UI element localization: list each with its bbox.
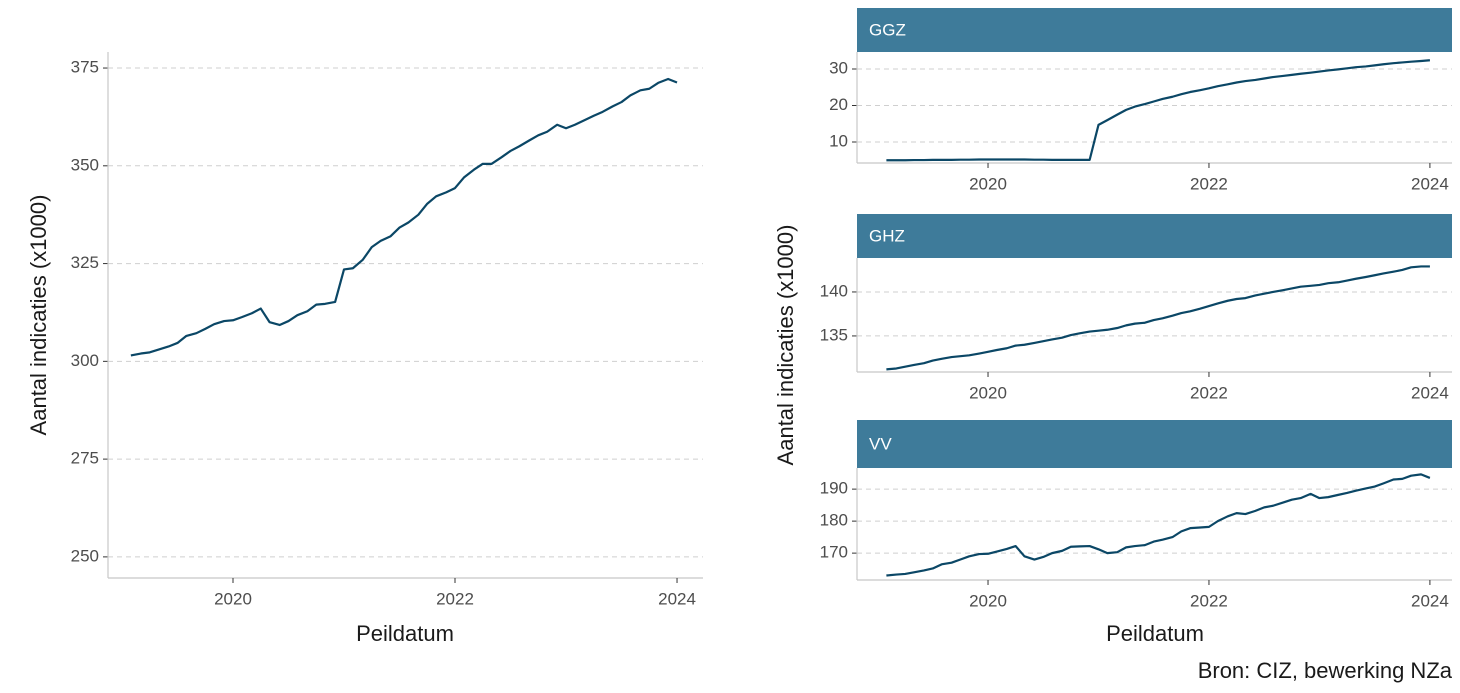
facet-title: GGZ bbox=[869, 20, 906, 39]
data-line bbox=[886, 473, 1431, 577]
x-tick-label: 2020 bbox=[969, 174, 1007, 193]
facet-title: GHZ bbox=[869, 226, 905, 245]
facet-strip bbox=[857, 214, 1452, 258]
y-tick-label: 135 bbox=[820, 325, 848, 344]
x-tick-label: 2022 bbox=[1190, 591, 1228, 610]
x-tick-label: 2024 bbox=[1411, 591, 1449, 610]
y-tick-label: 190 bbox=[820, 479, 848, 498]
y-tick-label: 140 bbox=[820, 281, 848, 300]
y-tick-label: 325 bbox=[71, 253, 99, 272]
y-tick-label: 350 bbox=[71, 155, 99, 174]
x-axis-title: Peildatum bbox=[1106, 621, 1204, 646]
y-tick-label: 250 bbox=[71, 546, 99, 565]
x-tick-label: 2020 bbox=[214, 589, 252, 608]
x-tick-label: 2024 bbox=[1411, 174, 1449, 193]
x-tick-label: 2022 bbox=[436, 589, 474, 608]
y-tick-label: 275 bbox=[71, 449, 99, 468]
x-tick-label: 2024 bbox=[658, 589, 696, 608]
y-axis-title: Aantal indicaties (x1000) bbox=[773, 225, 798, 466]
facet-strip bbox=[857, 420, 1452, 468]
caption: Bron: CIZ, bewerking NZa bbox=[1198, 658, 1453, 683]
facet-title: VV bbox=[869, 434, 892, 453]
x-tick-label: 2022 bbox=[1190, 174, 1228, 193]
data-line bbox=[886, 265, 1430, 371]
x-axis-title: Peildatum bbox=[356, 621, 454, 646]
y-tick-label: 30 bbox=[829, 58, 848, 77]
y-tick-label: 20 bbox=[829, 95, 848, 114]
facet-strip bbox=[857, 8, 1452, 52]
y-tick-label: 180 bbox=[820, 511, 848, 530]
x-tick-label: 2024 bbox=[1411, 383, 1449, 402]
y-tick-label: 300 bbox=[71, 351, 99, 370]
data-line bbox=[886, 59, 1431, 162]
y-tick-label: 375 bbox=[71, 58, 99, 77]
y-tick-label: 10 bbox=[829, 131, 848, 150]
x-tick-label: 2020 bbox=[969, 591, 1007, 610]
x-tick-label: 2022 bbox=[1190, 383, 1228, 402]
x-tick-label: 2020 bbox=[969, 383, 1007, 402]
data-line bbox=[130, 77, 678, 357]
y-tick-label: 170 bbox=[820, 543, 848, 562]
y-axis-title: Aantal indicaties (x1000) bbox=[26, 195, 51, 436]
